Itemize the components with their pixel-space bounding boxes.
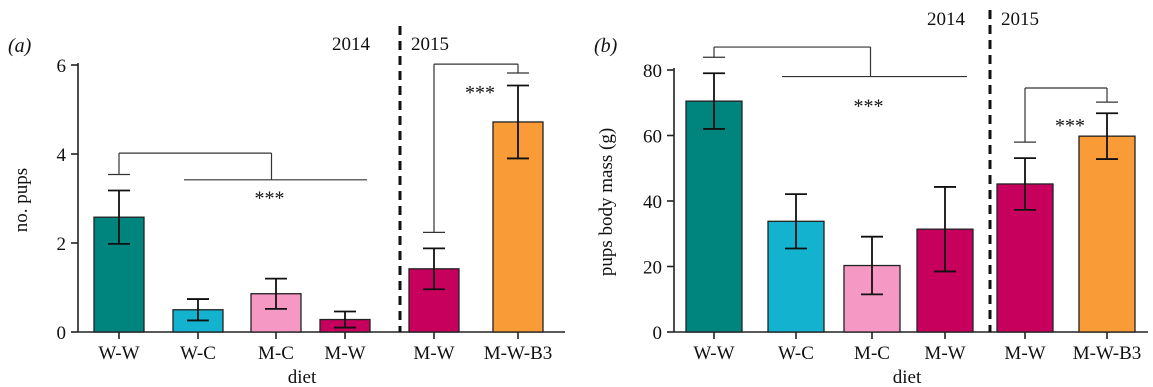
panel-a-sig-label-1: *** xyxy=(465,82,495,104)
panel-a-y-axis-title: no. pups xyxy=(11,168,32,232)
panel-b-y-tick-label-1: 20 xyxy=(643,258,662,279)
panel-a-significance: *** *** xyxy=(108,63,529,233)
panel-a-significance-1: *** xyxy=(423,63,529,233)
panel-a-x-tick-label-3: M-W xyxy=(324,343,365,364)
panel-b-x-tick-label-0: W-W xyxy=(693,343,734,364)
panel-b-group-label-2015: 2015 xyxy=(1001,9,1039,30)
panel-b-significance-0: *** xyxy=(703,46,967,117)
panel-b-y-tick-labels: 0 20 40 60 80 xyxy=(643,61,662,344)
panel-a-x-tick-label-4: M-W xyxy=(413,343,454,364)
panel-b-x-axis-title: diet xyxy=(893,367,922,387)
panel-a-x-tick-label-0: W-W xyxy=(98,343,139,364)
panel-a-error-bars xyxy=(108,84,529,329)
panel-a-label: (a) xyxy=(8,35,32,57)
panel-b-axes xyxy=(667,10,1148,339)
panel-b-label: (b) xyxy=(594,35,618,57)
panel-b-significance: *** *** xyxy=(703,46,1118,143)
panel-a-group-label-2014: 2014 xyxy=(332,34,371,55)
panel-a-axes xyxy=(71,26,565,339)
panel-b-y-tick-label-4: 80 xyxy=(643,61,662,82)
panel-a-y-tick-label-3: 6 xyxy=(57,56,67,77)
panel-b-y-axis-title: pups body mass (g) xyxy=(596,128,617,276)
panel-b-error-bars xyxy=(703,72,1118,296)
panel-a-y-tick-labels: 0 2 4 6 xyxy=(57,56,67,344)
panel-a-y-tick-label-1: 2 xyxy=(57,234,67,255)
panel-b-bar-0 xyxy=(685,100,743,333)
panel-a-bar-0 xyxy=(93,216,145,333)
panel-b-x-tick-label-1: W-C xyxy=(778,343,814,364)
panel-b-x-tick-label-3: M-W xyxy=(924,343,965,364)
panel-a-x-tick-label-5: M-W-B3 xyxy=(484,343,553,364)
panel-b-x-tick-label-5: M-W-B3 xyxy=(1073,343,1142,364)
panel-b: (b) 2014 2015 pups body mass (g) diet W-… xyxy=(594,9,1148,387)
panel-b-sig-label-0: *** xyxy=(854,95,884,117)
panel-b-x-tick-label-2: M-C xyxy=(854,343,890,364)
panel-b-group-label-2014: 2014 xyxy=(927,9,966,30)
panel-b-sig-label-1: *** xyxy=(1055,115,1085,137)
panel-a-sig-label-0: *** xyxy=(255,187,285,209)
panel-b-x-tick-label-4: M-W xyxy=(1004,343,1045,364)
panel-b-y-tick-label-0: 0 xyxy=(653,323,663,344)
panel-b-x-tick-labels: W-W W-C M-C M-W M-W M-W-B3 xyxy=(693,343,1141,364)
panel-a-x-tick-label-2: M-C xyxy=(258,343,294,364)
panel-a-y-tick-label-0: 0 xyxy=(57,323,67,344)
panel-a-group-label-2015: 2015 xyxy=(411,34,449,55)
panel-a-y-tick-label-2: 4 xyxy=(57,145,67,166)
panel-a-x-tick-labels: W-W W-C M-C M-W M-W M-W-B3 xyxy=(98,343,552,364)
panel-b-bar-5 xyxy=(1078,135,1136,333)
panel-a-x-tick-label-1: W-C xyxy=(180,343,216,364)
panel-a: (a) 2014 2015 no. pups diet W-W W-C M-C M-W… xyxy=(8,26,565,387)
panel-b-significance-1: *** xyxy=(1014,87,1118,143)
panel-b-y-tick-label-3: 60 xyxy=(643,127,662,148)
panel-b-y-tick-label-2: 40 xyxy=(643,192,662,213)
panel-a-significance-0: *** xyxy=(108,152,367,209)
panel-a-x-axis-title: diet xyxy=(288,367,317,387)
